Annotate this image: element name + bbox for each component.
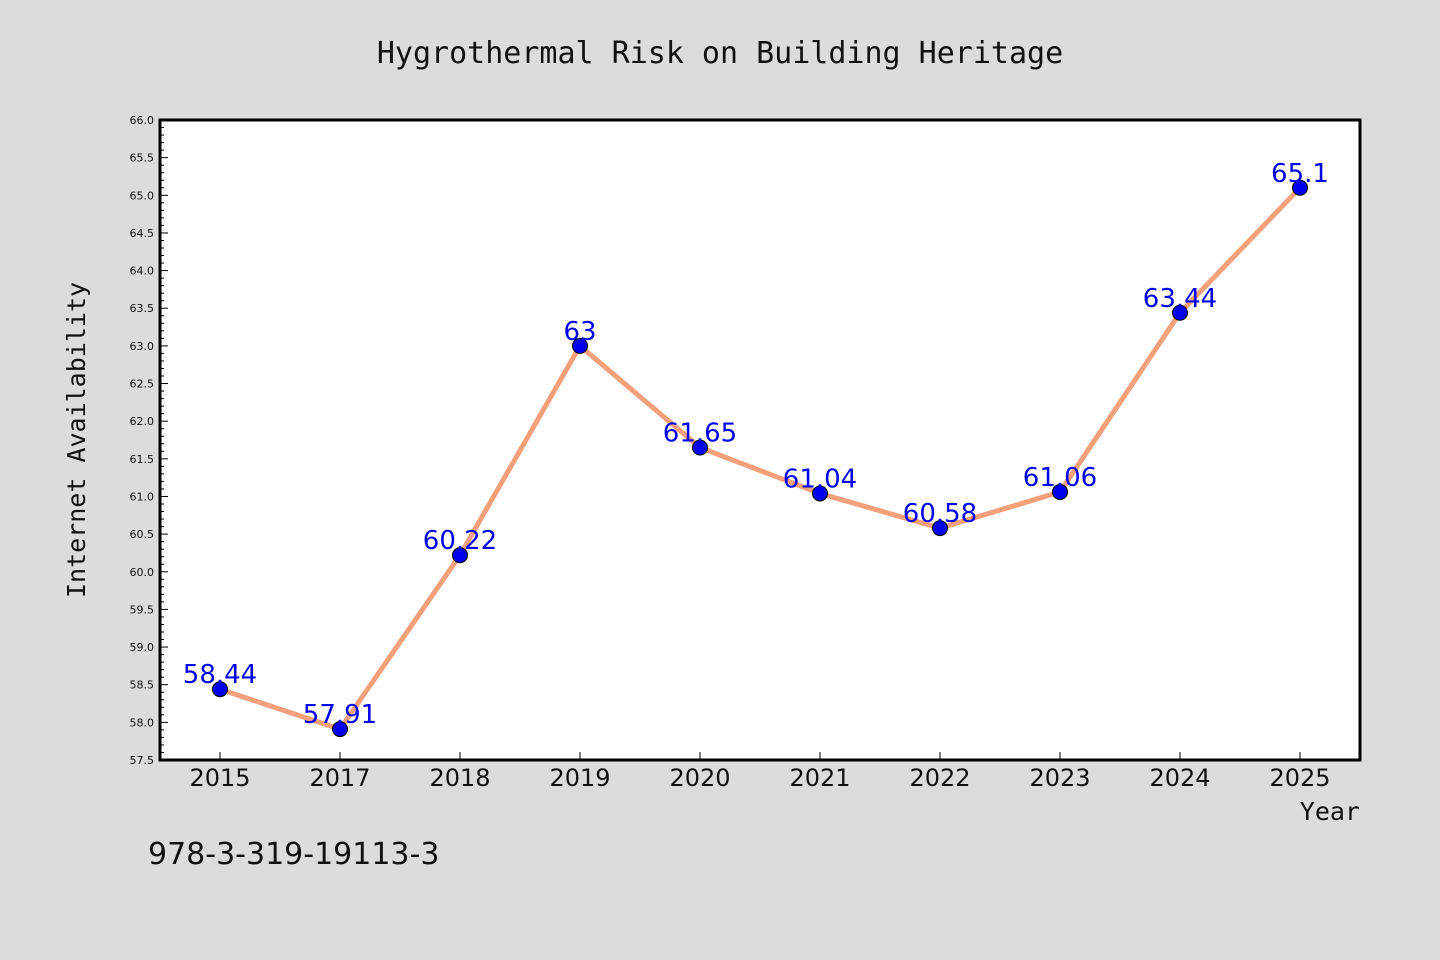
data-label: 63.44 <box>1143 284 1217 314</box>
chart-title: Hygrothermal Risk on Building Heritage <box>377 36 1063 71</box>
y-tick-label: 59.5 <box>130 603 155 616</box>
x-tick-label: 2021 <box>789 764 850 792</box>
data-point-marker <box>692 439 708 456</box>
x-tick-label: 2017 <box>309 764 370 792</box>
x-tick-label: 2025 <box>1269 764 1330 792</box>
data-label: 60.58 <box>903 499 977 529</box>
y-tick-label: 59.0 <box>130 641 155 654</box>
series-line <box>217 185 1303 732</box>
y-tick-label: 61.0 <box>130 490 155 503</box>
data-label: 61.65 <box>663 419 737 449</box>
series-line-group <box>212 179 1308 738</box>
footnote-isbn: 978-3-319-19113-3 <box>148 837 439 872</box>
data-point-marker <box>1052 483 1068 500</box>
y-tick-label: 61.5 <box>130 453 155 466</box>
x-tick-label: 2023 <box>1029 764 1090 792</box>
x-tick-label: 2018 <box>429 764 490 792</box>
data-label: 61.06 <box>1023 463 1097 493</box>
x-axis-label: Year <box>1300 797 1360 826</box>
x-axis: 2015 2017 2018 2019 2020 2021 2022 2023 2024 2025 <box>189 752 1331 792</box>
x-tick-label: 2015 <box>189 764 250 792</box>
data-label: 63 <box>563 317 596 347</box>
data-label: 57.91 <box>303 700 377 730</box>
data-point-marker <box>812 485 828 502</box>
y-tick-label: 62.0 <box>130 415 155 428</box>
data-point-marker <box>212 681 228 698</box>
y-tick-label: 63.5 <box>130 302 155 315</box>
y-tick-label: 58.5 <box>130 679 155 692</box>
x-tick-label: 2024 <box>1149 764 1210 792</box>
data-point-marker <box>452 547 468 564</box>
data-labels: 58.44 57.91 60.22 63 61.65 61.04 60.58 61.06 63.… <box>183 159 1329 730</box>
y-tick-label: 65.5 <box>130 152 155 165</box>
data-label: 61.04 <box>783 464 857 494</box>
x-tick-label: 2020 <box>669 764 730 792</box>
data-point-marker <box>1172 304 1188 321</box>
data-label: 60.22 <box>423 526 497 556</box>
data-label: 58.44 <box>183 660 257 690</box>
y-tick-label: 62.5 <box>130 378 155 391</box>
data-label: 65.1 <box>1271 159 1329 189</box>
data-point-marker <box>332 721 348 738</box>
y-tick-label: 66.0 <box>130 114 155 127</box>
y-axis: 57.5 58.0 58.5 59.0 59.5 60.0 60.5 61.0 61.5 62.0… <box>130 114 168 767</box>
y-tick-label: 63.0 <box>130 340 155 353</box>
y-tick-label: 57.5 <box>130 754 155 767</box>
data-point-marker <box>1292 179 1308 196</box>
y-tick-label: 64.5 <box>130 227 155 240</box>
y-tick-label: 65.0 <box>130 189 155 202</box>
data-point-marker <box>932 520 948 537</box>
x-tick-label: 2022 <box>909 764 970 792</box>
plot-area <box>158 118 1362 762</box>
y-tick-label: 60.5 <box>130 528 155 541</box>
y-tick-label: 58.0 <box>130 716 155 729</box>
data-point-marker <box>572 337 588 354</box>
x-tick-label: 2019 <box>549 764 610 792</box>
y-tick-label: 60.0 <box>130 566 155 579</box>
y-axis-label: Internet Availability <box>62 282 91 598</box>
y-tick-label: 64.0 <box>130 265 155 278</box>
